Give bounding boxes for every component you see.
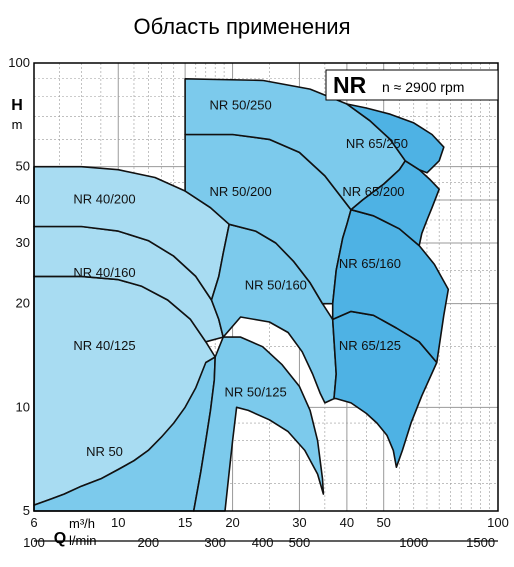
y-tick-label: 20 [16,296,30,311]
x-bottom-tick-label: 400 [252,535,274,550]
legend-series: NR [333,72,367,98]
x-top-tick-label: 6 [30,515,37,530]
y-tick-label: 50 [16,159,30,174]
y-tick-label: 30 [16,235,30,250]
zone-label: NR 40/200 [73,191,135,206]
x-bottom-tick-label: 500 [289,535,311,550]
y-tick-label: 5 [23,503,30,518]
x-bottom-tick-label: 100 [23,535,45,550]
zone-label: NR 65/125 [339,338,401,353]
zone-nr-65-250 [346,103,445,174]
zone-label: NR 50 [86,444,123,459]
legend-box: NR n ≈ 2900 rpm [325,69,499,101]
x-top-tick-label: 10 [111,515,125,530]
x-top-tick-label: 20 [225,515,239,530]
zone-nr-50-125 [192,336,325,512]
x-top-tick-label: 30 [292,515,306,530]
legend-speed: n ≈ 2900 rpm [382,79,464,95]
zone-label: NR 50/200 [210,184,272,199]
legend-frame [325,69,499,101]
zone-labels: NR 40/125 NR 50 NR 40/160 NR 40/200 NR 50/12… [73,97,408,458]
zone-label: NR 50/125 [225,385,287,400]
zones [33,78,450,512]
x-bottom-tick-label: 300 [204,535,226,550]
zone-label: NR 65/200 [342,184,404,199]
y-axis-unit: m [12,117,23,132]
page-title: Область применения [133,14,351,39]
plot-border [33,62,499,512]
x-bottom-tick-label: 1500 [466,535,495,550]
x-top-unit: m³/h [69,516,95,531]
x-top-tick-label: 50 [376,515,390,530]
y-tick-label: 100 [8,55,30,70]
x-top-tick-label: 100 [487,515,509,530]
x-top-tick-label: 40 [340,515,354,530]
x-axis-letter: Q [54,530,66,547]
zone-label: NR 40/125 [73,338,135,353]
zone-label: NR 65/160 [339,256,401,271]
zone-label: NR 50/250 [210,97,272,112]
x-bottom-tick-label: 200 [137,535,159,550]
zone-nr-65-200 [350,160,440,247]
zone-label: NR 50/160 [245,278,307,293]
x-bottom-tick-label: 1000 [399,535,428,550]
zone-label: NR 65/250 [346,136,408,151]
plot-frame [33,62,499,542]
y-tick-label: 40 [16,192,30,207]
x-top-tick-label: 15 [178,515,192,530]
zone-label: NR 40/160 [73,265,135,280]
x-bottom-unit: l/min [69,533,96,548]
y-tick-label: 10 [16,399,30,414]
y-axis-letter: H [11,97,23,114]
axes: 5 10 20 30 40 50 100 Hm 6 10 15 20 30 40 50 100 100 200 30… [8,55,509,550]
